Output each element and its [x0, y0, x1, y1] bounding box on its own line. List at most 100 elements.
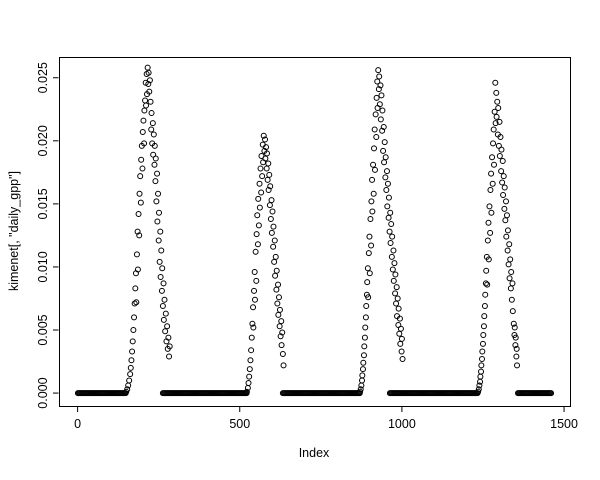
data-point-circle [146, 88, 153, 95]
data-point-circle [273, 267, 280, 274]
plot-box [59, 57, 571, 407]
data-point-circle [265, 187, 272, 193]
data-point-circle [136, 232, 143, 239]
data-point-circle [502, 217, 509, 224]
data-point-circle [263, 165, 270, 172]
data-point-circle [509, 308, 516, 315]
data-point-circle [475, 388, 482, 395]
data-point-circle [280, 362, 287, 369]
data-point-circle [151, 161, 158, 168]
data-point-circle [486, 203, 493, 210]
data-point-circle [273, 286, 280, 293]
data-point-circle [131, 314, 138, 321]
data-point-circle [387, 209, 394, 216]
data-point-circle [251, 296, 258, 303]
data-point-circle [272, 253, 279, 260]
data-point-circle [489, 180, 496, 187]
data-point-circle [513, 353, 520, 360]
data-point-circle [497, 134, 504, 141]
data-point-circle [359, 377, 366, 384]
data-point-circle [379, 107, 386, 114]
data-point-circle [384, 203, 391, 210]
data-point-circle [498, 168, 505, 175]
data-point-circle [135, 210, 142, 217]
data-point-circle [243, 388, 250, 395]
data-point-circle [505, 261, 512, 268]
data-point-circle [357, 386, 364, 393]
data-point-circle [371, 145, 378, 152]
y-tick-label: 0.020 [36, 125, 50, 156]
data-point-circle [508, 296, 515, 303]
y-tick-label: 0.005 [36, 314, 50, 345]
data-point-circle [487, 229, 494, 236]
data-point-circle [156, 258, 163, 265]
data-point-circle [139, 165, 146, 172]
data-point-circle [148, 126, 155, 133]
data-point-circle [266, 202, 273, 209]
data-point-circle [276, 323, 283, 330]
data-point-circle [363, 303, 370, 310]
data-point-circle [369, 176, 376, 183]
data-point-circle [488, 209, 495, 216]
data-point-circle [248, 334, 255, 341]
data-point-circle [133, 299, 140, 306]
data-point-circle [386, 228, 393, 235]
data-point-circle [361, 343, 368, 350]
data-point-circle [276, 306, 283, 313]
data-point-circle [514, 362, 521, 369]
data-point-circle [253, 231, 260, 238]
data-point-circle [161, 296, 168, 303]
data-point-circle [499, 157, 506, 164]
data-point-circle [248, 347, 255, 354]
data-point-circle [166, 343, 173, 350]
data-point-circle [398, 348, 405, 355]
data-point-circle [371, 166, 378, 173]
data-point-circle [263, 144, 270, 151]
data-point-circle [249, 320, 256, 327]
data-point-circle [136, 190, 143, 197]
data-point-circle [383, 168, 390, 175]
data-point-circle [482, 280, 489, 287]
data-point-circle [491, 161, 497, 168]
data-point-circle [490, 140, 497, 147]
data-point-circle [368, 242, 375, 249]
data-point-circle [479, 348, 486, 355]
data-point-circle [364, 265, 371, 272]
data-point-circle [487, 187, 494, 193]
data-point-circle [370, 190, 377, 197]
data-point-circle [490, 126, 497, 133]
data-point-circle [480, 323, 487, 330]
data-point-circle [129, 348, 136, 355]
data-point-circle [380, 123, 387, 130]
data-point-circle [509, 280, 516, 287]
data-point-circle [376, 101, 383, 108]
data-point-circle [141, 140, 148, 147]
data-point-circle [484, 281, 491, 288]
data-point-circle [152, 178, 159, 185]
data-point-circle [166, 353, 173, 360]
data-point-circle [389, 233, 396, 240]
data-point-circle [365, 250, 372, 257]
data-point-circle [370, 161, 377, 168]
data-point-circle [381, 139, 388, 146]
data-point-circle [134, 266, 141, 273]
data-point-circle [359, 366, 366, 373]
data-point-circle [390, 277, 397, 284]
data-point-circle [501, 184, 508, 191]
data-point-circle [134, 228, 141, 235]
data-point-circle [131, 300, 138, 307]
data-point-circle [500, 173, 507, 180]
data-point-circle [362, 324, 369, 331]
data-point-circle [155, 237, 162, 244]
data-point-circle [382, 174, 389, 181]
data-point-circle [397, 325, 404, 332]
data-point-circle [247, 357, 254, 364]
data-point-circle [392, 271, 399, 278]
x-axis-title: Index [298, 446, 330, 460]
data-point-circle [365, 294, 372, 301]
data-point-circle [153, 198, 160, 205]
data-point-circle [389, 266, 396, 273]
data-point-circle [251, 268, 258, 275]
data-point-circle [279, 329, 286, 336]
data-point-circle [278, 342, 285, 349]
